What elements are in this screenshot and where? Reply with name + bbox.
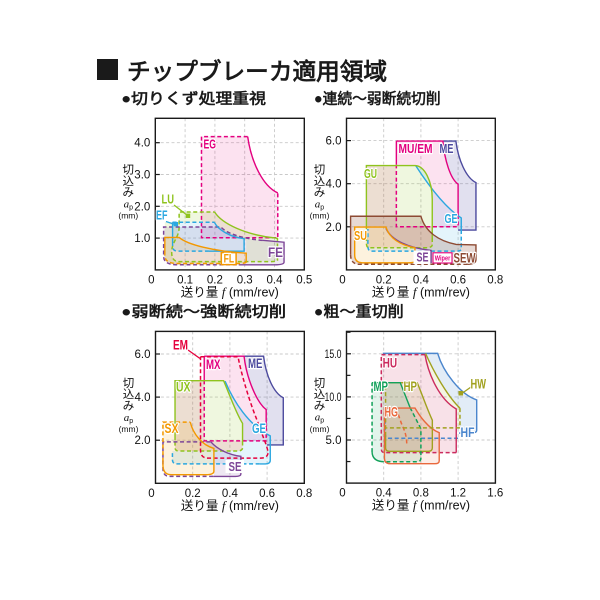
svg-text:0: 0	[339, 488, 345, 500]
svg-text:送り量 f (mm/rev): 送り量 f (mm/rev)	[181, 498, 279, 513]
svg-text:(mm): (mm)	[118, 211, 138, 221]
svg-text:HW: HW	[471, 376, 487, 392]
svg-text:0.8: 0.8	[487, 274, 503, 286]
svg-text:0.6: 0.6	[450, 274, 466, 286]
svg-text:EG: EG	[204, 136, 217, 151]
svg-text:0.5: 0.5	[296, 274, 312, 286]
svg-text:ap: ap	[315, 412, 325, 425]
svg-text:0: 0	[148, 274, 154, 286]
svg-text:SE: SE	[417, 250, 429, 265]
svg-text:切: 切	[123, 377, 135, 390]
svg-text:●連続～弱断続切削: ●連続～弱断続切削	[314, 90, 441, 108]
svg-text:Wiper: Wiper	[435, 254, 451, 263]
svg-text:0.8: 0.8	[296, 488, 312, 500]
svg-text:み: み	[314, 399, 326, 412]
svg-text:1.0: 1.0	[134, 233, 150, 245]
svg-text:0.4: 0.4	[376, 488, 393, 500]
svg-text:切: 切	[314, 377, 326, 390]
svg-text:0: 0	[339, 274, 345, 286]
svg-text:込: 込	[123, 388, 135, 401]
svg-text:0.2: 0.2	[207, 274, 223, 286]
svg-text:HP: HP	[404, 378, 418, 394]
svg-text:GE: GE	[252, 420, 266, 436]
svg-text:HG: HG	[385, 404, 399, 420]
svg-text:GU: GU	[364, 166, 377, 181]
svg-text:MX: MX	[206, 356, 221, 372]
svg-text:SE: SE	[229, 459, 242, 474]
svg-text:MP: MP	[374, 378, 389, 394]
svg-text:HF: HF	[461, 424, 475, 440]
svg-text:ap: ap	[124, 412, 134, 425]
svg-text:込: 込	[314, 175, 326, 188]
svg-text:3.0: 3.0	[134, 170, 150, 182]
svg-text:6.0: 6.0	[326, 136, 342, 148]
svg-text:5.0: 5.0	[326, 435, 342, 447]
svg-text:4.0: 4.0	[134, 138, 150, 150]
svg-text:4.0: 4.0	[326, 179, 342, 191]
svg-text:1.2: 1.2	[450, 488, 466, 500]
svg-text:0.4: 0.4	[267, 274, 284, 286]
svg-text:(mm): (mm)	[119, 424, 139, 434]
svg-text:み: み	[123, 399, 135, 412]
svg-text:SX: SX	[165, 420, 179, 436]
svg-text:●粗～重切削: ●粗～重切削	[314, 303, 404, 321]
svg-text:2.0: 2.0	[134, 201, 150, 213]
svg-text:FL: FL	[224, 253, 235, 265]
svg-text:FE: FE	[268, 244, 283, 260]
svg-text:MU/EM: MU/EM	[399, 141, 433, 156]
svg-text:み: み	[123, 186, 135, 199]
svg-text:UX: UX	[176, 378, 191, 394]
svg-text:ap: ap	[124, 199, 134, 212]
svg-text:ap: ap	[315, 199, 325, 212]
svg-text:SU: SU	[354, 228, 367, 243]
svg-text:送り量 f (mm/rev): 送り量 f (mm/rev)	[181, 284, 279, 299]
svg-text:0: 0	[148, 488, 154, 500]
svg-text:ME: ME	[248, 355, 263, 371]
svg-text:10.0: 10.0	[325, 392, 342, 404]
svg-text:0.3: 0.3	[237, 274, 253, 286]
svg-text:込: 込	[123, 175, 135, 188]
svg-text:EF: EF	[156, 208, 168, 223]
svg-text:0.1: 0.1	[177, 274, 193, 286]
svg-text:(mm): (mm)	[310, 424, 330, 434]
svg-text:0.4: 0.4	[222, 488, 239, 500]
svg-text:送り量 f (mm/rev): 送り量 f (mm/rev)	[372, 498, 470, 513]
svg-text:0.8: 0.8	[413, 488, 429, 500]
svg-text:6.0: 6.0	[135, 349, 151, 361]
svg-text:1.6: 1.6	[487, 488, 503, 500]
svg-text:0.6: 0.6	[259, 488, 275, 500]
svg-text:(mm): (mm)	[310, 211, 330, 221]
svg-text:切: 切	[123, 164, 135, 177]
svg-text:送り量 f (mm/rev): 送り量 f (mm/rev)	[372, 284, 470, 299]
svg-text:SEW: SEW	[454, 250, 477, 266]
svg-text:0.4: 0.4	[413, 274, 430, 286]
svg-text:2.0: 2.0	[326, 222, 342, 234]
svg-text:切: 切	[314, 164, 326, 177]
svg-text:0.2: 0.2	[185, 488, 201, 500]
svg-text:チップブレーカ適用領域: チップブレーカ適用領域	[127, 58, 388, 85]
svg-text:0.2: 0.2	[376, 274, 392, 286]
svg-text:GE: GE	[445, 211, 458, 226]
svg-text:ME: ME	[440, 141, 454, 156]
svg-text:LU: LU	[162, 192, 175, 207]
svg-text:●切りくず処理重視: ●切りくず処理重視	[121, 90, 266, 108]
svg-text:EM: EM	[173, 337, 188, 353]
svg-text:み: み	[314, 186, 326, 199]
svg-text:15.0: 15.0	[325, 349, 342, 361]
svg-text:2.0: 2.0	[135, 435, 151, 447]
svg-text:HU: HU	[383, 355, 398, 371]
svg-text:込: 込	[314, 388, 326, 401]
svg-text:●弱断続～強断続切削: ●弱断続～強断続切削	[121, 303, 286, 321]
svg-text:4.0: 4.0	[135, 392, 151, 404]
